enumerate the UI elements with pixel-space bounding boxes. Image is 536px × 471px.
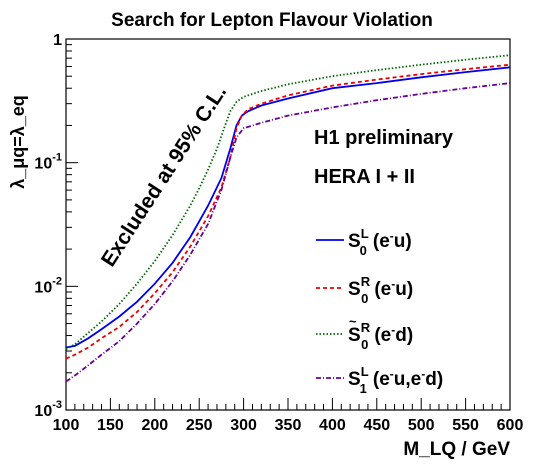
legend-label: SR 0 (e-u) xyxy=(348,274,413,306)
y-axis-label: λ_μq=λ_eq xyxy=(8,95,28,189)
legend-label: SL 1 (e-u,e-d) xyxy=(348,364,443,396)
x-tick-labels: 100 150 200 250 300 350 400 450 500 550 600 xyxy=(53,417,524,434)
dataset-annotation: HERA I + II xyxy=(314,166,415,188)
y-tick-label: 10-3 xyxy=(34,399,62,420)
series-line-3 xyxy=(65,82,511,383)
x-tick-label: 450 xyxy=(363,417,390,434)
series-lines xyxy=(65,54,511,383)
series-line-2 xyxy=(65,54,511,350)
preliminary-annotation: H1 preliminary xyxy=(314,127,454,149)
legend: SL 0 (e-u) SR 0 (e-u) SR 0 (e-d)~ SL 1 (e-u,e-d) xyxy=(316,226,443,396)
chart-title: Search for Lepton Flavour Violation xyxy=(111,10,433,31)
x-tick-label: 300 xyxy=(230,417,257,434)
x-tick-label: 250 xyxy=(186,417,213,434)
series-line-0 xyxy=(65,66,511,349)
x-tick-label: 350 xyxy=(275,417,302,434)
y-tick-labels: 10-3 10-2 10-1 1 xyxy=(34,32,62,420)
x-tick-label: 150 xyxy=(97,417,124,434)
y-tick-label: 10-2 xyxy=(34,275,62,296)
x-tick-label: 550 xyxy=(452,417,479,434)
x-axis-label: M_LQ / GeV xyxy=(403,439,510,460)
x-tick-label: 600 xyxy=(497,417,524,434)
y-tick-label: 1 xyxy=(53,32,62,49)
axis-ticks xyxy=(65,38,511,411)
x-tick-label: 100 xyxy=(53,417,80,434)
legend-label: SL 0 (e-u) xyxy=(348,226,412,258)
x-tick-label: 400 xyxy=(319,417,346,434)
legend-tilde: ~ xyxy=(349,314,357,329)
legend-label: SR 0 (e-d) xyxy=(348,320,413,352)
x-tick-label: 500 xyxy=(408,417,435,434)
series-line-1 xyxy=(65,63,511,360)
x-tick-label: 200 xyxy=(141,417,168,434)
y-tick-label: 10-1 xyxy=(34,152,62,173)
